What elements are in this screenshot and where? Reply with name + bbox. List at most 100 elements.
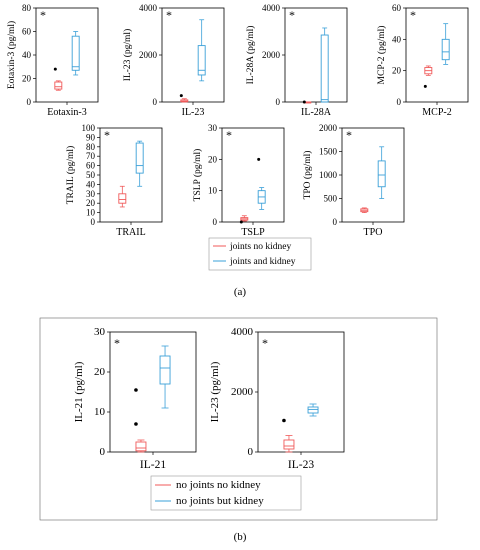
chart-tslp-ytick-label: 30 (208, 123, 218, 133)
chart-tslp-box-blue (257, 157, 266, 210)
chart-il23b: 0 2000 4000 IL-23 (pg/ml) IL-23 * (209, 326, 345, 471)
chart-eotaxin3-ytick-label: 80 (22, 3, 32, 13)
chart-il21-xlabel: IL-21 (140, 459, 166, 471)
chart-trail-ytick-label: 10 (86, 208, 96, 218)
chart-eotaxin3-ylabel: Eotaxin-3 (pg/ml) (6, 21, 17, 89)
chart-il21-ytick-label: 0 (100, 446, 106, 458)
chart-il21-outlier (134, 388, 138, 392)
chart-il23b-ytick-label: 0 (248, 446, 254, 458)
chart-eotaxin3-ytick-label: 40 (22, 50, 32, 60)
chart-mcp2-outlier (423, 84, 427, 88)
chart-il23a-ytick-label: 2000 (139, 50, 158, 60)
chart-il23a-box-blue (197, 19, 206, 82)
legend-b: no joints no kidney no joints but kidney (150, 475, 302, 511)
chart-mcp2-box-red (423, 65, 433, 88)
chart-mcp2-annotation: * (410, 8, 416, 22)
chart-il23b-ytick-label: 4000 (231, 326, 254, 338)
chart-trail-xlabel: TRAIL (116, 227, 145, 238)
chart-tpo: 0 500 1000 1500 2000 TPO (pg/ml) TPO * (302, 123, 405, 238)
chart-trail-ytick-label: 80 (86, 142, 96, 152)
panel-b-frame (39, 317, 438, 521)
chart-il23a-xlabel: IL-23 (182, 107, 205, 118)
chart-tpo-ytick-label: 1500 (319, 147, 338, 157)
legend-a-entry-2: joints and kidney (229, 257, 296, 267)
chart-il21-box (135, 441, 147, 452)
chart-mcp2-ytick-label: 0 (397, 97, 402, 107)
chart-il23a-ylabel: IL-23 (pg/ml) (122, 29, 133, 82)
chart-il23a-frame (161, 7, 225, 103)
chart-il28a-box (320, 34, 329, 103)
chart-trail-box-red (118, 185, 127, 208)
chart-il21-frame (109, 331, 197, 453)
chart-il28a-frame (284, 7, 348, 103)
chart-il28a-annotation: * (289, 8, 295, 22)
chart-il21-ylabel: IL-21 (pg/ml) (73, 361, 85, 422)
chart-mcp2-xlabel: MCP-2 (422, 107, 451, 118)
chart-tslp-outlier (239, 220, 243, 224)
chart-il28a: 0 2000 4000 IL-28A (pg/ml) IL-28A * (245, 3, 348, 118)
chart-il23b-box (283, 439, 295, 450)
chart-mcp2-ytick-label: 40 (392, 34, 402, 44)
chart-trail-ytick-label: 40 (86, 179, 96, 189)
chart-trail-ytick-label: 20 (86, 198, 96, 208)
chart-eotaxin3-xlabel: Eotaxin-3 (47, 107, 86, 118)
panel-a-label: (a) (234, 286, 247, 298)
panel-b-label: (b) (234, 531, 247, 543)
chart-il23b-box (307, 406, 319, 414)
chart-il23a-annotation: * (166, 8, 172, 22)
chart-eotaxin3-outlier (53, 67, 57, 71)
legend-a-box (208, 237, 312, 271)
chart-trail-ytick-label: 90 (86, 132, 96, 142)
chart-tslp-xlabel: TSLP (241, 227, 265, 238)
chart-eotaxin3-annotation: * (40, 8, 46, 22)
chart-tslp-outlier (257, 157, 261, 161)
chart-eotaxin3-box-red (53, 67, 63, 91)
chart-trail-ylabel: TRAIL (pg/ml) (65, 146, 76, 204)
chart-eotaxin3-ytick-label: 60 (22, 27, 32, 37)
chart-eotaxin3: 0 20 40 60 80 Eotaxin-3 (pg/ml) Eotaxin-3 * (6, 3, 99, 118)
legend-b-entry-1: no joints no kidney (176, 479, 261, 491)
chart-il28a-ylabel: IL-28A (pg/ml) (245, 26, 256, 85)
chart-trail-ytick-label: 70 (86, 151, 96, 161)
chart-tslp-ytick-label: 20 (208, 154, 218, 164)
chart-trail-frame (99, 127, 163, 223)
chart-il23b-xlabel: IL-23 (288, 459, 314, 471)
chart-mcp2: 0 20 40 60 MCP-2 (pg/ml) MCP-2 * (376, 3, 469, 118)
chart-mcp2-box (441, 38, 450, 61)
chart-il21-ytick-label: 30 (94, 326, 106, 338)
chart-tslp-box-red (239, 215, 249, 224)
chart-il21-ytick-label: 20 (94, 366, 106, 378)
chart-il28a-outlier (302, 100, 306, 104)
chart-tpo-ytick-label: 500 (324, 194, 338, 204)
legend-b-entry-2: no joints but kidney (176, 495, 264, 507)
chart-il21-box-red (134, 388, 147, 453)
chart-il23b-outlier (282, 418, 286, 423)
chart-mcp2-ylabel: MCP-2 (pg/ml) (376, 26, 387, 85)
chart-il21-box (159, 355, 171, 385)
chart-trail-box (118, 193, 127, 204)
chart-il23b-frame (257, 331, 345, 453)
chart-tslp-frame (221, 127, 285, 223)
chart-il23a-box (197, 45, 206, 76)
chart-tpo-xlabel: TPO (364, 227, 383, 238)
chart-il23a-box-red (179, 94, 189, 103)
chart-trail-ytick-label: 30 (86, 189, 96, 199)
chart-trail-box (135, 142, 144, 174)
chart-il21: 0 10 20 30 IL-21 (pg/ml) IL-21 * (73, 326, 197, 471)
chart-tpo-ylabel: TPO (pg/ml) (302, 151, 313, 200)
chart-tslp-ytick-label: 0 (213, 217, 218, 227)
chart-trail-ytick-label: 100 (82, 123, 96, 133)
chart-il28a-ytick-label: 4000 (262, 3, 281, 13)
chart-tslp-annotation: * (226, 128, 232, 142)
chart-eotaxin3-ytick-label: 0 (27, 97, 32, 107)
chart-eotaxin3-box (54, 81, 63, 90)
chart-il21-outlier (134, 422, 138, 426)
chart-tpo-ytick-label: 1000 (319, 170, 338, 180)
legend-a: joints no kidney joints and kidney (208, 237, 312, 271)
chart-trail-ytick-label: 0 (91, 217, 96, 227)
chart-il23b-ylabel: IL-23 (pg/ml) (209, 361, 221, 422)
chart-il23b-ytick-label: 2000 (231, 386, 254, 398)
